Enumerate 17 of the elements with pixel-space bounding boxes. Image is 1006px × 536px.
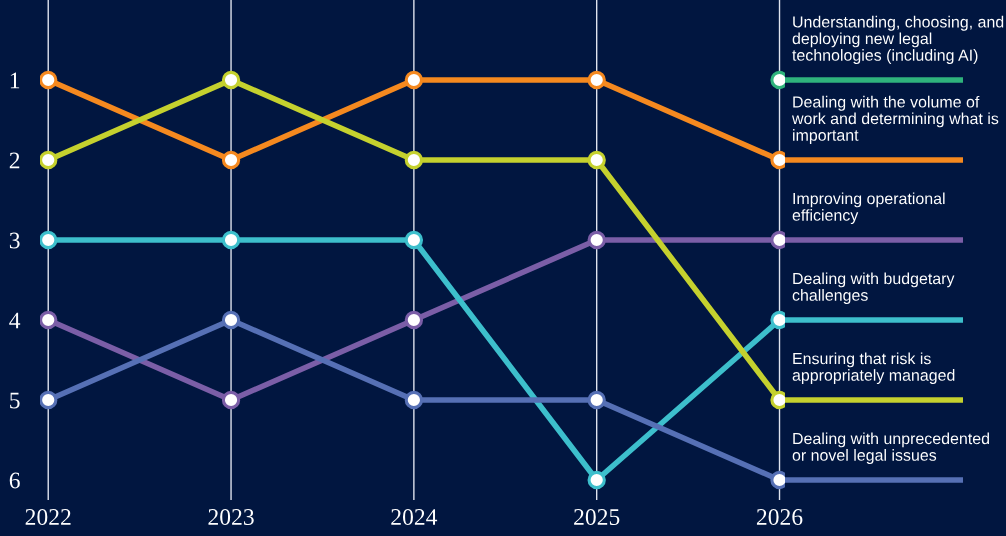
y-tick-label: 6 [9, 472, 20, 489]
series-label: Dealing with unprecedented or novel legal issues [792, 432, 989, 464]
series-label: Understanding, choosing, and deploying new legal technologies (including AI) [792, 15, 1004, 64]
series-label: Ensuring that risk is appropriately managed [792, 352, 955, 384]
series-label: Dealing with the volume of work and determining what is important [791, 95, 999, 144]
y-tick-label: 2 [9, 152, 20, 169]
x-tick-label: 2023 [208, 509, 254, 525]
x-tick-label: 2022 [25, 509, 71, 525]
x-tick-label: 2025 [574, 509, 620, 525]
series-label: Improving operational efficiency [792, 192, 945, 224]
y-tick-label: 3 [9, 232, 20, 249]
y-tick-label: 1 [10, 72, 20, 89]
x-tick-label: 2024 [391, 509, 438, 525]
x-tick-label: 2026 [756, 509, 803, 525]
y-tick-label: 4 [9, 312, 21, 329]
y-tick-label: 5 [10, 392, 20, 409]
series-label: Dealing with budgetary challenges [792, 272, 955, 304]
